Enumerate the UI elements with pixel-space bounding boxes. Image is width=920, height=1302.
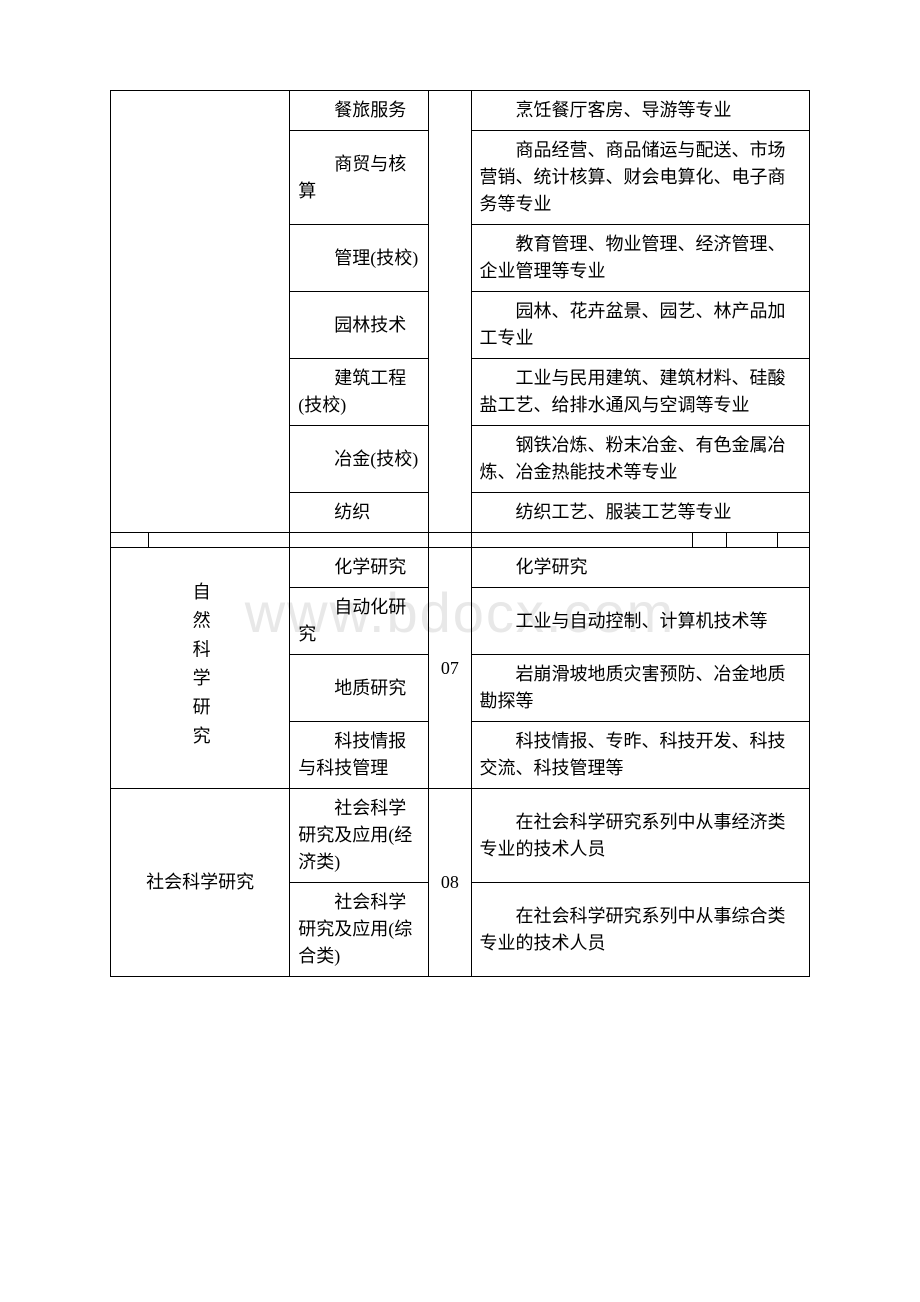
s3-r1-col2: 社会科学研究及应用(综合类) xyxy=(290,883,429,977)
table-row: 餐旅服务 烹饪餐厅客房、导游等专业 xyxy=(111,91,810,131)
sep-c4 xyxy=(471,533,693,548)
s2-r2-col4: 岩崩滑坡地质灾害预防、冶金地质勘探等 xyxy=(471,655,809,722)
s1-r5-col2: 冶金(技校) xyxy=(290,426,429,493)
s2-r3-col2: 科技情报与科技管理 xyxy=(290,722,429,789)
table-row: 社会科学研究 社会科学研究及应用(经济类) 08 在社会科学研究系列中从事经济类… xyxy=(111,789,810,883)
s2-r3-col4: 科技情报、专昨、科技开发、科技交流、科技管理等 xyxy=(471,722,809,789)
s1-r1-col4: 商品经营、商品储运与配送、市场营销、统计核算、财会电算化、电子商务等专业 xyxy=(471,131,809,225)
s2-code: 07 xyxy=(429,548,471,789)
s1-code-blank xyxy=(429,91,471,533)
s2-r0-col2: 化学研究 xyxy=(290,548,429,588)
sep-c7 xyxy=(777,533,809,548)
sep-c1 xyxy=(149,533,290,548)
main-table: 餐旅服务 烹饪餐厅客房、导游等专业 商贸与核算 商品经营、商品储运与配送、市场营… xyxy=(110,90,810,977)
s3-header: 社会科学研究 xyxy=(111,789,290,977)
s1-r6-col4: 纺织工艺、服装工艺等专业 xyxy=(471,493,809,533)
sep-c0 xyxy=(111,533,149,548)
s3-r0-col2: 社会科学研究及应用(经济类) xyxy=(290,789,429,883)
s1-r2-col2: 管理(技校) xyxy=(290,225,429,292)
s2-r0-col4: 化学研究 xyxy=(471,548,809,588)
s3-code: 08 xyxy=(429,789,471,977)
s2-r1-col2: 自动化研究 xyxy=(290,588,429,655)
s3-r1-col4: 在社会科学研究系列中从事综合类专业的技术人员 xyxy=(471,883,809,977)
s1-left-blank xyxy=(111,91,290,533)
s1-r4-col2: 建筑工程(技校) xyxy=(290,359,429,426)
sep-c3 xyxy=(429,533,471,548)
sep-c5 xyxy=(693,533,727,548)
s1-r0-col4: 烹饪餐厅客房、导游等专业 xyxy=(471,91,809,131)
table-row: 自然科学研究 化学研究 07 化学研究 xyxy=(111,548,810,588)
s1-r0-col2: 餐旅服务 xyxy=(290,91,429,131)
s1-r6-col2: 纺织 xyxy=(290,493,429,533)
s2-r2-col2: 地质研究 xyxy=(290,655,429,722)
s2-r1-col4: 工业与自动控制、计算机技术等 xyxy=(471,588,809,655)
s1-r3-col2: 园林技术 xyxy=(290,292,429,359)
s1-r1-col2: 商贸与核算 xyxy=(290,131,429,225)
s1-r4-col4: 工业与民用建筑、建筑材料、硅酸盐工艺、给排水通风与空调等专业 xyxy=(471,359,809,426)
s1-r2-col4: 教育管理、物业管理、经济管理、企业管理等专业 xyxy=(471,225,809,292)
s1-r3-col4: 园林、花卉盆景、园艺、林产品加工专业 xyxy=(471,292,809,359)
sep-c6 xyxy=(727,533,777,548)
s1-r5-col4: 钢铁冶炼、粉末冶金、有色金属冶炼、冶金热能技术等专业 xyxy=(471,426,809,493)
s2-header: 自然科学研究 xyxy=(111,548,290,789)
sep-c2 xyxy=(290,533,429,548)
s3-r0-col4: 在社会科学研究系列中从事经济类专业的技术人员 xyxy=(471,789,809,883)
separator-row xyxy=(111,533,810,548)
